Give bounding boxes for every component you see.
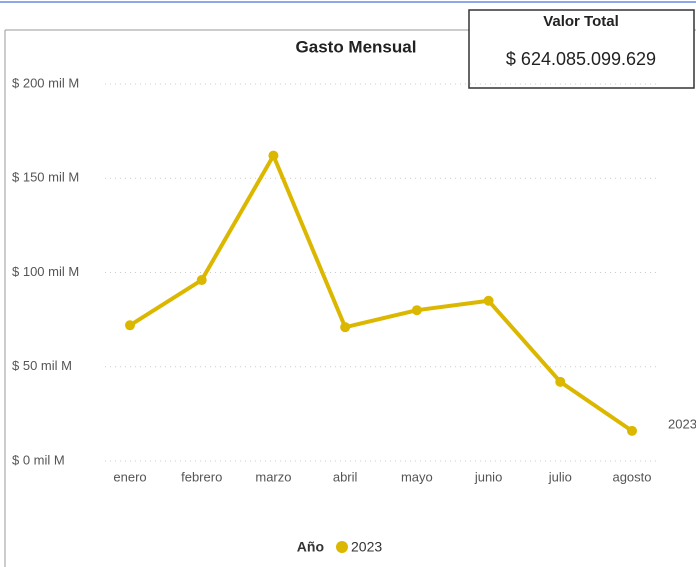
- legend-title: Año: [297, 539, 324, 555]
- x-tick-label: enero: [113, 469, 146, 484]
- card: [468, 9, 695, 89]
- chart-title: Gasto Mensual: [296, 37, 417, 56]
- x-tick-label: marzo: [255, 469, 291, 484]
- legend-swatch: [336, 541, 348, 553]
- data-point: [627, 425, 637, 436]
- series-line: [128, 153, 634, 433]
- y-tick-label: $ 150 mil M: [12, 170, 79, 185]
- y-tick-label: $ 100 mil M: [12, 264, 79, 279]
- y-tick-label: $ 50 mil M: [12, 358, 72, 373]
- data-point: [555, 376, 566, 387]
- data-point: [125, 320, 135, 331]
- legend-label: 2023: [351, 539, 382, 555]
- data-point: [340, 322, 351, 333]
- x-tick-label: junio: [474, 469, 502, 484]
- card-title: Valor Total: [543, 13, 619, 30]
- x-tick-label: mayo: [401, 469, 433, 484]
- x-tick-label: agosto: [612, 469, 651, 484]
- data-point: [483, 295, 494, 306]
- x-tick-label: abril: [333, 469, 358, 484]
- data-point: [268, 150, 279, 161]
- x-tick-label: julio: [548, 469, 572, 484]
- chart-frame: [4, 29, 696, 567]
- x-tick-label: febrero: [181, 469, 222, 484]
- card-value: $ 624.085.099.629: [506, 49, 656, 69]
- data-point: [196, 275, 207, 286]
- series-end-label: 2023: [668, 416, 696, 431]
- data-point: [411, 305, 422, 316]
- y-tick-label: $ 200 mil M: [12, 75, 79, 90]
- y-tick-label: $ 0 mil M: [12, 452, 65, 467]
